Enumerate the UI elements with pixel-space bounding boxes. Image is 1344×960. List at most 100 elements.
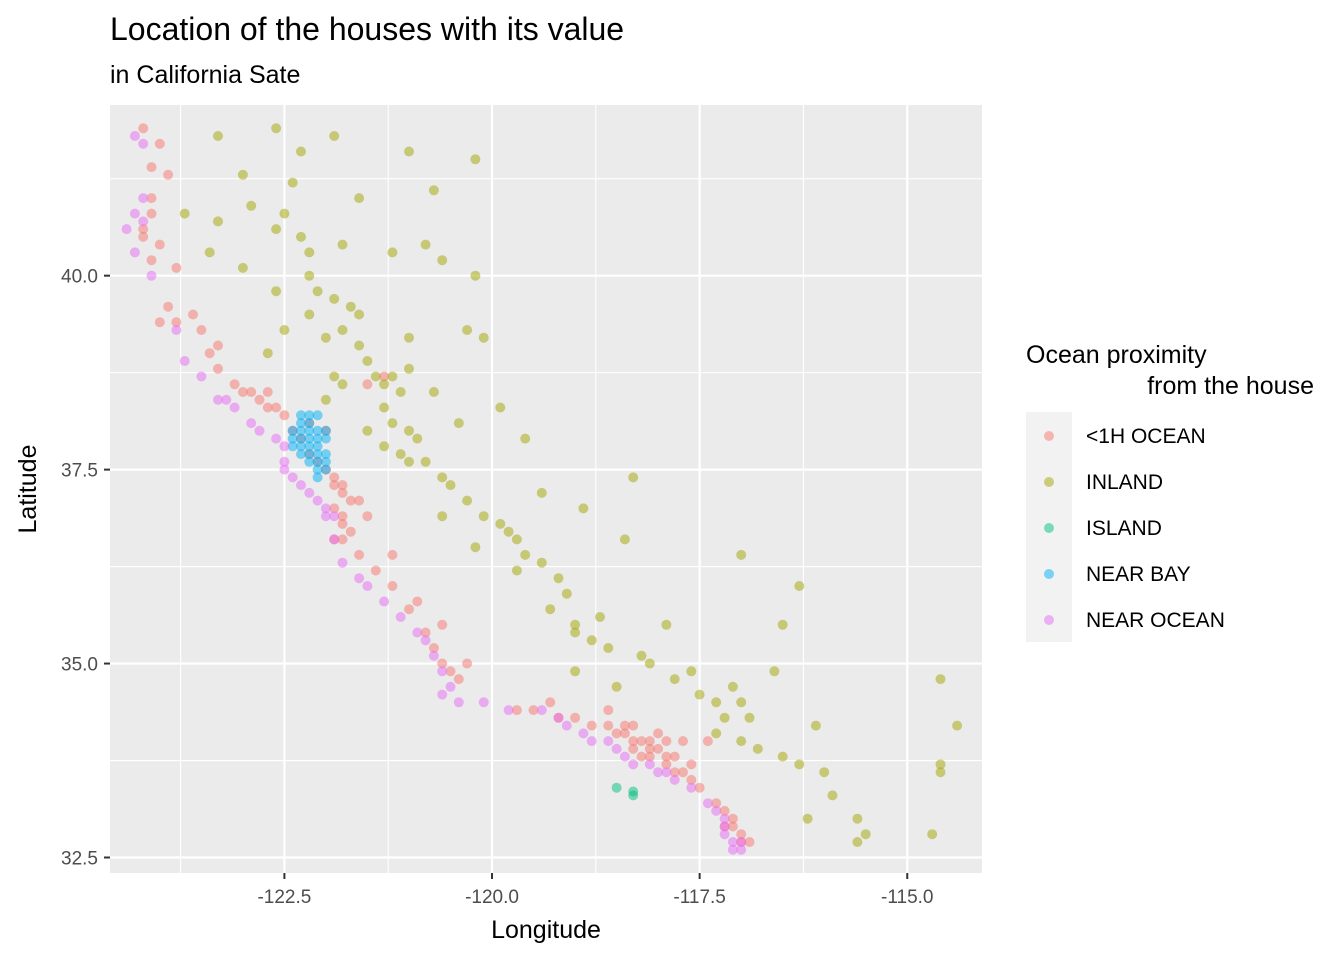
data-point — [279, 464, 290, 475]
data-point — [362, 379, 373, 390]
data-point — [329, 511, 340, 522]
legend-key-swatch — [1044, 523, 1054, 533]
x-axis-title: Longitude — [491, 916, 601, 944]
data-point — [237, 169, 248, 180]
data-point — [138, 138, 149, 149]
data-point — [146, 208, 157, 219]
data-point — [428, 387, 439, 397]
data-point — [404, 332, 414, 343]
data-point — [387, 371, 398, 382]
data-point — [686, 759, 697, 770]
data-point — [586, 720, 597, 731]
data-point — [952, 720, 963, 731]
data-point — [719, 712, 730, 723]
data-point — [312, 464, 323, 475]
y-tick-label: 37.5 — [61, 461, 98, 482]
data-point — [279, 456, 290, 467]
data-point — [337, 534, 348, 545]
data-point — [329, 131, 340, 141]
data-point — [736, 837, 747, 847]
data-point — [154, 317, 165, 328]
data-point — [470, 154, 481, 165]
data-point — [320, 332, 331, 343]
data-point — [744, 712, 755, 723]
data-point — [129, 208, 140, 219]
data-point — [711, 805, 722, 816]
x-axis-ticks: -122.5 -120.0 -117.5 -115.0 — [257, 873, 933, 908]
data-point — [628, 759, 639, 770]
data-point — [628, 743, 639, 754]
data-point — [794, 759, 805, 770]
data-point — [553, 712, 564, 723]
data-point — [810, 720, 821, 731]
series-inland — [179, 123, 963, 847]
data-point — [561, 720, 572, 731]
series-island — [611, 782, 639, 801]
data-point — [246, 387, 257, 397]
data-point — [445, 681, 456, 692]
series-near-bay — [287, 410, 331, 483]
data-point — [279, 208, 290, 219]
data-point — [420, 239, 431, 250]
data-point — [545, 604, 556, 615]
data-point — [213, 363, 223, 374]
data-point — [802, 813, 813, 824]
legend-entry-label: NEAR OCEAN — [1086, 609, 1225, 632]
data-point — [570, 619, 581, 630]
legend: Ocean proximity from the house <1H OCEAN… — [1026, 341, 1314, 642]
data-point — [221, 394, 232, 405]
data-point — [437, 619, 448, 630]
data-point — [312, 456, 323, 467]
data-point — [711, 798, 722, 809]
data-point — [379, 596, 390, 607]
data-point — [296, 418, 306, 429]
data-point — [129, 131, 140, 141]
y-tick-label: 40.0 — [61, 267, 98, 288]
data-point — [296, 441, 306, 452]
data-point — [437, 472, 448, 483]
data-point — [744, 837, 755, 847]
data-point — [395, 612, 406, 622]
data-point — [354, 193, 365, 204]
data-point — [304, 418, 315, 429]
data-point — [794, 581, 805, 591]
data-point — [329, 472, 340, 483]
chart-subtitle: in California Sate — [110, 61, 300, 89]
data-point — [204, 247, 215, 258]
legend-key-swatch — [1044, 569, 1054, 579]
data-point — [678, 736, 688, 747]
data-point — [661, 751, 672, 762]
data-point — [296, 449, 306, 460]
data-point — [777, 751, 788, 762]
data-point — [653, 728, 664, 739]
data-point — [404, 604, 414, 615]
data-point — [644, 743, 655, 754]
legend-title-line2: from the house — [1147, 372, 1314, 400]
data-point — [553, 573, 564, 584]
data-point — [379, 441, 390, 452]
data-point — [603, 705, 614, 716]
x-tick-label: -115.0 — [881, 887, 933, 908]
data-point — [628, 786, 639, 797]
data-points — [121, 123, 963, 855]
data-point — [246, 418, 257, 429]
data-point — [395, 449, 406, 460]
data-point — [727, 681, 738, 692]
chart-title: Location of the houses with its value — [110, 11, 624, 47]
data-point — [337, 487, 348, 498]
data-point — [345, 301, 356, 312]
data-point — [727, 821, 738, 832]
data-point — [694, 782, 705, 793]
data-point — [578, 728, 589, 739]
data-point — [329, 371, 340, 382]
data-point — [237, 387, 248, 397]
grid-minor — [110, 105, 982, 873]
data-point — [404, 456, 414, 467]
data-point — [428, 643, 439, 653]
data-point — [702, 798, 713, 809]
data-point — [636, 751, 647, 762]
data-point — [669, 674, 680, 685]
data-point — [595, 612, 605, 622]
data-point — [536, 557, 547, 568]
data-point — [669, 767, 680, 778]
